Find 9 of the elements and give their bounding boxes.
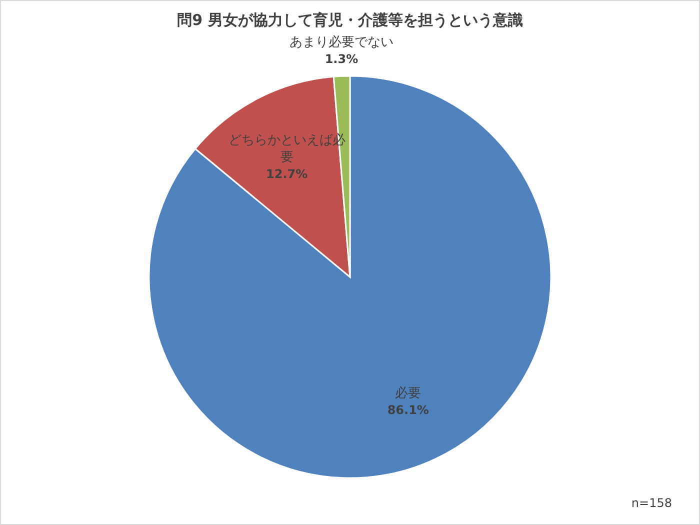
text: n=158 xyxy=(631,496,672,510)
data-label: 1.3% xyxy=(324,52,358,66)
pie-slice xyxy=(148,75,552,478)
data-label: 86.1% xyxy=(387,403,429,418)
data-label: 12.7% xyxy=(266,166,308,181)
slice-label: 必要 xyxy=(395,386,422,402)
slice-label: あまり必要でない xyxy=(289,35,394,50)
slice-label: どちらかといえば必要 xyxy=(228,132,346,165)
chart-title: 問9 男女が協力して育児・介護等を担うという意識 xyxy=(177,11,523,29)
